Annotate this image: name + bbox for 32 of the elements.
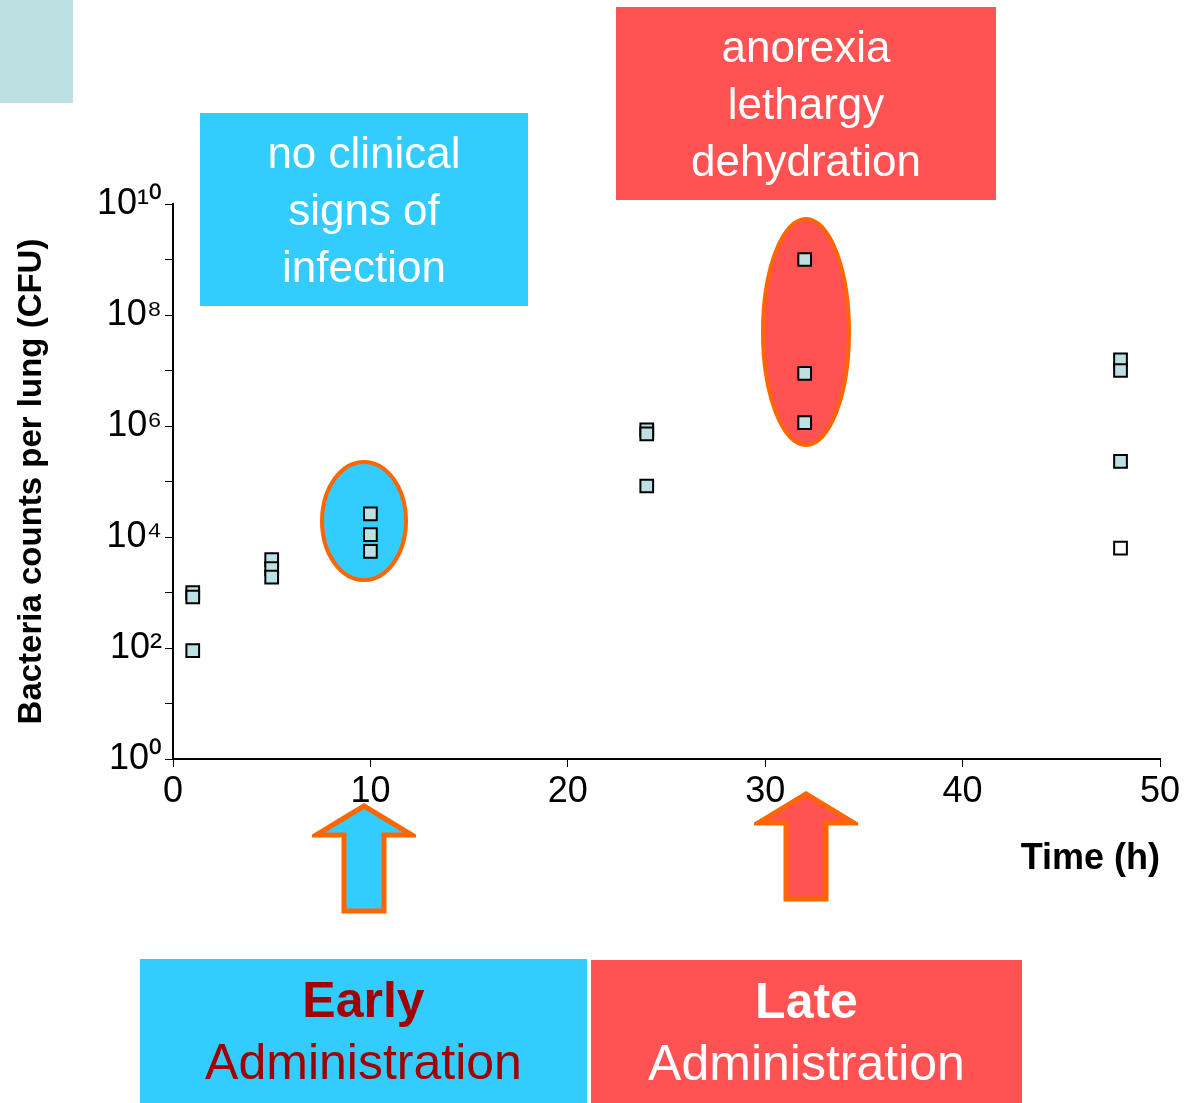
annotation: no clinical signs of infection	[266, 127, 462, 293]
y-tick-label: 10¹⁰	[96, 180, 162, 222]
point	[363, 544, 378, 559]
point	[363, 527, 378, 543]
text: anorexia lethargy dehydration	[690, 21, 922, 187]
point	[1113, 454, 1128, 469]
point	[797, 415, 813, 430]
y-tick-label: 10²	[109, 624, 163, 666]
y-tick-label: 10⁸	[106, 291, 162, 333]
x-tick-label: 50	[1139, 768, 1181, 810]
point	[264, 569, 280, 585]
point	[185, 643, 201, 658]
x-tick-label: 40	[942, 768, 983, 810]
y-tick-label: 10⁴	[106, 513, 162, 555]
point	[1113, 363, 1128, 378]
text: Early Administration	[204, 971, 523, 1092]
point	[797, 252, 813, 267]
text: Late Administration	[647, 971, 966, 1093]
x-tick-label: 20	[547, 768, 588, 810]
y-tick-label: 10⁶	[107, 402, 162, 444]
point	[639, 478, 655, 494]
x-axis-title: Time (h)	[1020, 836, 1160, 878]
x-tick-label: 30	[745, 768, 786, 810]
x-tick-label: 0	[162, 768, 184, 810]
point	[1113, 540, 1128, 556]
x-tick-label: 10	[350, 768, 391, 810]
point	[185, 589, 201, 605]
point	[639, 426, 655, 442]
y-tick-label: 10⁰	[108, 735, 162, 777]
y-axis-title: Bacteria counts per lung (CFU)	[10, 238, 48, 725]
point	[797, 365, 813, 381]
point	[363, 506, 378, 522]
